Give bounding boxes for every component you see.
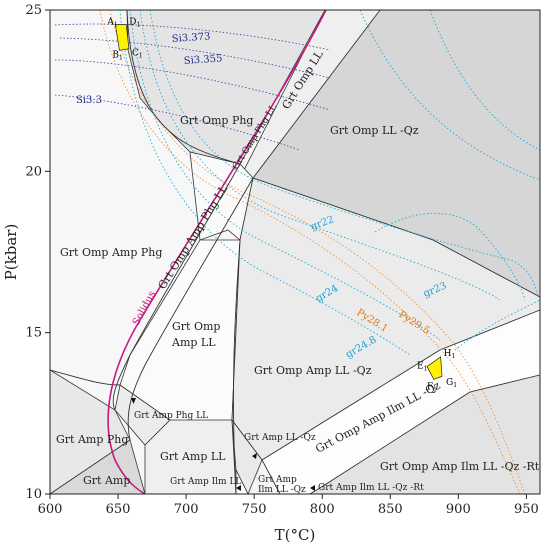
y-tick-label: 10 <box>25 487 42 502</box>
label-grt-omp-amp-ll-qz: Grt Omp Amp LL -Qz <box>254 364 372 377</box>
label-grt-amp-phg: Grt Amp Phg <box>56 433 128 446</box>
py-isopleth-1 <box>99 10 521 494</box>
boundary-phg-ll-1 <box>112 163 241 411</box>
arrow-markers <box>131 398 315 491</box>
gr-isopleth-5 <box>359 10 540 181</box>
y-axis-title: P(kbar) <box>2 224 20 281</box>
x-tick-label: 800 <box>310 502 335 517</box>
arrow-marker-4 <box>310 485 315 491</box>
boundary-grt-omp-amp <box>233 239 241 494</box>
boundary-left-arc <box>50 369 121 386</box>
label-grt-amp-ilm-ll: Grt Amp Ilm LL <box>170 477 241 487</box>
gr-isopleth-3 <box>129 10 441 341</box>
highlight-box-abcd <box>114 24 130 51</box>
label-si-1: Si3.373 <box>171 31 210 45</box>
point-label-g: G1 <box>446 378 457 389</box>
field-grt-omp-amp-ilm-ll-qz-rt <box>309 374 540 494</box>
point-label-a: A1 <box>106 18 117 29</box>
plot-frame <box>49 9 541 495</box>
boundary-upper-curve <box>126 10 241 165</box>
py-isopleth-2 <box>109 10 526 494</box>
plot-area <box>50 10 540 494</box>
py-isopleths <box>99 10 526 494</box>
point-label-d: D1 <box>129 18 140 29</box>
arrow-marker-3 <box>236 485 241 491</box>
y-tick-label: 20 <box>25 164 42 179</box>
y-axis-ticks: 10 15 20 25 <box>25 3 50 502</box>
label-grt-omp-amp-phg: Grt Omp Amp Phg <box>60 246 162 259</box>
boundary-phg-ll-2 <box>127 177 254 441</box>
x-tick-label: 950 <box>514 502 539 517</box>
x-axis-ticks: 600 650 700 750 800 850 900 950 <box>38 494 539 517</box>
label-grt-amp-phg-ll: Grt Amp Phg LL <box>134 411 208 421</box>
label-si-3: Si3.3 <box>76 95 102 106</box>
label-grt-omp-amp-ll-2: Amp LL <box>171 336 216 349</box>
y-tick-label: 25 <box>25 3 42 18</box>
point-labels: A1 D1 B1 C1 E1 H1 F1 G1 <box>106 18 457 394</box>
x-tick-label: 900 <box>446 502 471 517</box>
label-grt-omp-amp-ll-1: Grt Omp <box>172 320 220 333</box>
point-label-e: E1 <box>417 362 427 373</box>
x-tick-label: 600 <box>38 502 63 517</box>
point-label-f: F1 <box>427 382 437 393</box>
x-tick-label: 650 <box>106 502 131 517</box>
field-grt-amp-ilm-ll-qz <box>247 459 281 494</box>
gr-isopleth-4 <box>119 10 411 356</box>
gr-isopleth-1 <box>149 10 539 298</box>
x-tick-label: 700 <box>174 502 199 517</box>
label-grt-amp-ll: Grt Amp LL <box>160 450 226 463</box>
x-axis-title: T(°C) <box>275 526 316 544</box>
point-label-h: H1 <box>444 349 456 360</box>
point-label-c: C1 <box>132 49 143 60</box>
label-grt-amp: Grt Amp <box>83 474 130 487</box>
label-grt-omp-phg: Grt Omp Phg <box>180 114 253 127</box>
si-isopleth-4 <box>54 94 301 151</box>
gr-isopleths <box>119 10 540 356</box>
label-grt-amp-ilm-ll-qz-1: Grt Amp <box>258 475 297 485</box>
arrow-marker-2 <box>252 453 257 459</box>
gr-isopleth-8 <box>454 299 540 351</box>
highlight-box-efgh <box>426 356 443 380</box>
si-isopleth-1 <box>54 23 331 51</box>
x-tick-label: 850 <box>378 502 403 517</box>
label-grt-amp-ilm-ll-qz-2: Ilm LL -Qz <box>258 485 306 495</box>
field-grt-omp-phg <box>126 10 326 165</box>
label-si-2: Si3.355 <box>183 53 222 67</box>
field-grt-amp <box>50 439 146 494</box>
arrow-marker-1 <box>131 398 136 404</box>
point-label-b: B1 <box>112 50 122 61</box>
label-grt-omp-ll-qz: Grt Omp LL -Qz <box>330 124 419 137</box>
y-tick-label: 15 <box>25 326 42 341</box>
label-grt-omp-amp-ilm-ll-qz-rt: Grt Omp Amp Ilm LL -Qz -Rt <box>380 460 540 473</box>
label-grt-amp-ll-qz: Grt Amp LL -Qz <box>244 433 316 443</box>
label-grt-amp-ilm-ll-qz-rt: Grt Amp Ilm LL -Qz -Rt <box>318 483 424 493</box>
solidus-curve <box>107 10 327 494</box>
si-isopleths <box>54 23 331 151</box>
x-tick-label: 750 <box>242 502 267 517</box>
